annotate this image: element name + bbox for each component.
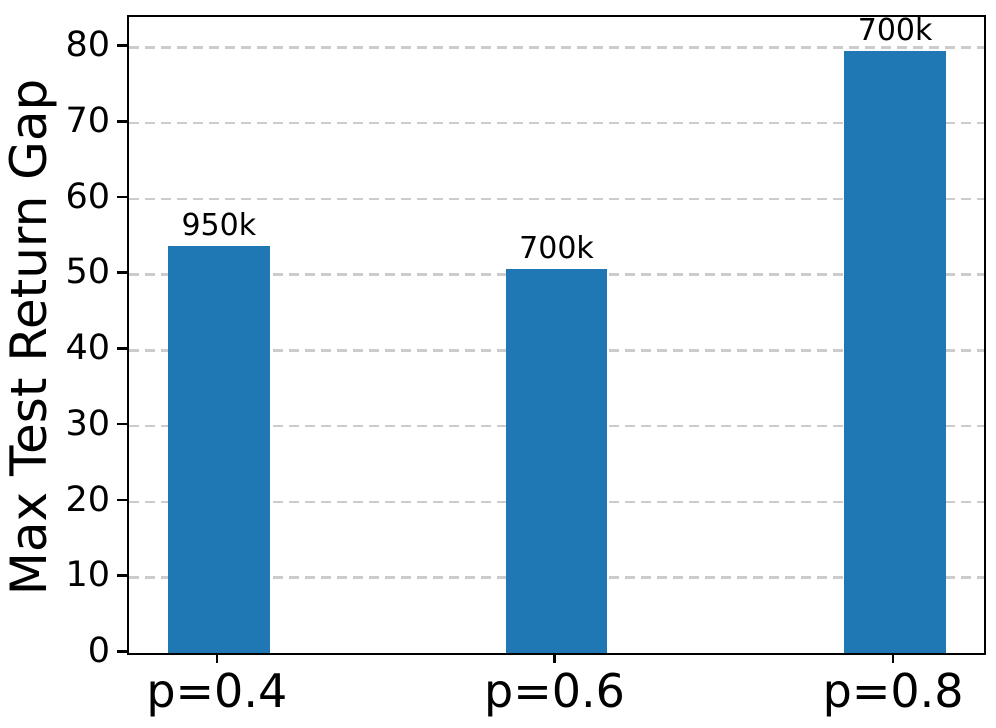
x-tick-mark-p=0.4	[215, 653, 219, 663]
y-tick-mark-0	[117, 650, 127, 653]
bar-value-label-p=0.8: 700k	[857, 13, 933, 49]
y-tick-mark-80	[117, 44, 127, 47]
x-tick-label-p=0.4: p=0.4	[146, 664, 288, 718]
y-tick-mark-40	[117, 347, 127, 350]
y-tick-label-0: 0	[87, 631, 110, 671]
y-tick-label-30: 30	[65, 403, 110, 444]
y-tick-label-60: 60	[65, 176, 110, 217]
x-tick-mark-p=0.8	[891, 653, 895, 663]
gridline-y-60	[129, 197, 984, 201]
bar-p=0.4	[167, 245, 270, 653]
y-tick-mark-30	[117, 422, 127, 426]
bar-p=0.6	[505, 269, 608, 653]
x-tick-label-p=0.8: p=0.8	[822, 664, 964, 718]
bar-p=0.8	[844, 51, 946, 653]
y-tick-label-80: 80	[65, 25, 110, 66]
y-tick-label-50: 50	[65, 252, 110, 293]
y-tick-label-40: 40	[65, 328, 110, 369]
gridline-y-70	[129, 122, 984, 125]
y-tick-mark-60	[117, 195, 127, 199]
gridline-y-80	[129, 46, 984, 49]
bar-value-label-p=0.6: 700k	[519, 231, 594, 267]
plot-area: 950k 700k 700k	[127, 13, 986, 655]
y-tick-mark-50	[117, 271, 127, 274]
y-tick-mark-70	[117, 120, 127, 123]
y-tick-label-20: 20	[65, 479, 110, 520]
y-tick-label-10: 10	[65, 555, 110, 596]
x-tick-mark-p=0.6	[553, 653, 556, 663]
y-tick-label-70: 70	[65, 101, 110, 141]
x-tick-label-p=0.6: p=0.6	[484, 664, 625, 718]
y-tick-mark-20	[117, 498, 127, 502]
y-tick-mark-10	[117, 574, 127, 577]
bar-value-label-p=0.4: 950k	[181, 207, 257, 243]
